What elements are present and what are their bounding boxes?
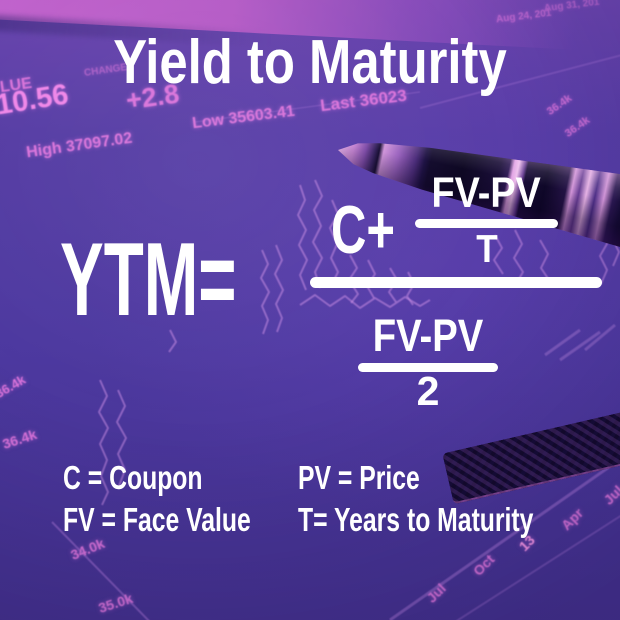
ytm-label-text: YTM= (60, 222, 237, 338)
coupon-term: C+ (331, 196, 420, 264)
main-fraction-bar (310, 277, 602, 288)
ticker-label: 36.4k (0, 371, 29, 402)
top-fraction-denominator: T (415, 230, 558, 269)
ticker-label: Low 35603.41 (191, 102, 296, 133)
legend-coupon: C = Coupon (63, 461, 249, 494)
top-fraction-numerator: FV-PV (415, 172, 558, 215)
bottom-fraction-numerator-text: FV-PV (372, 310, 484, 361)
top-fraction-numerator-text: FV-PV (431, 169, 542, 217)
page-title-text: Yield to Maturity (113, 28, 507, 97)
page-title: Yield to Maturity (0, 32, 620, 94)
ticker-label: 36.4k (562, 114, 593, 140)
legend-years: T= Years to Maturity (298, 503, 612, 536)
bottom-fraction-bar (358, 363, 498, 372)
ticker-label: 36.4k (544, 92, 575, 118)
legend-years-text: T= Years to Maturity (298, 501, 534, 538)
coupon-term-text: C+ (331, 192, 395, 268)
top-fraction-bar (415, 219, 558, 228)
axis-date-label: Oct (469, 551, 498, 579)
bottom-fraction-denominator-text: 2 (416, 368, 440, 414)
ytm-label: YTM= (60, 228, 340, 332)
legend-face-value-text: FV = Face Value (63, 501, 251, 538)
pen-braided-barrel (442, 399, 620, 505)
ticker-label: High 37097.02 (25, 129, 134, 162)
top-fraction-denominator-text: T (475, 228, 498, 271)
legend-coupon-text: C = Coupon (63, 459, 203, 496)
ticker-label: 36.4k (0, 425, 39, 453)
legend-price-text: PV = Price (298, 459, 420, 496)
legend-face-value: FV = Face Value (63, 503, 313, 536)
bottom-fraction-denominator: 2 (358, 371, 498, 412)
legend-price: PV = Price (298, 461, 460, 494)
bottom-fraction-numerator: FV-PV (358, 313, 498, 358)
axis-date-label: Jul (423, 580, 449, 606)
ticker-label: 35.0k (96, 589, 135, 617)
ticker-label: 34.0k (68, 535, 107, 563)
